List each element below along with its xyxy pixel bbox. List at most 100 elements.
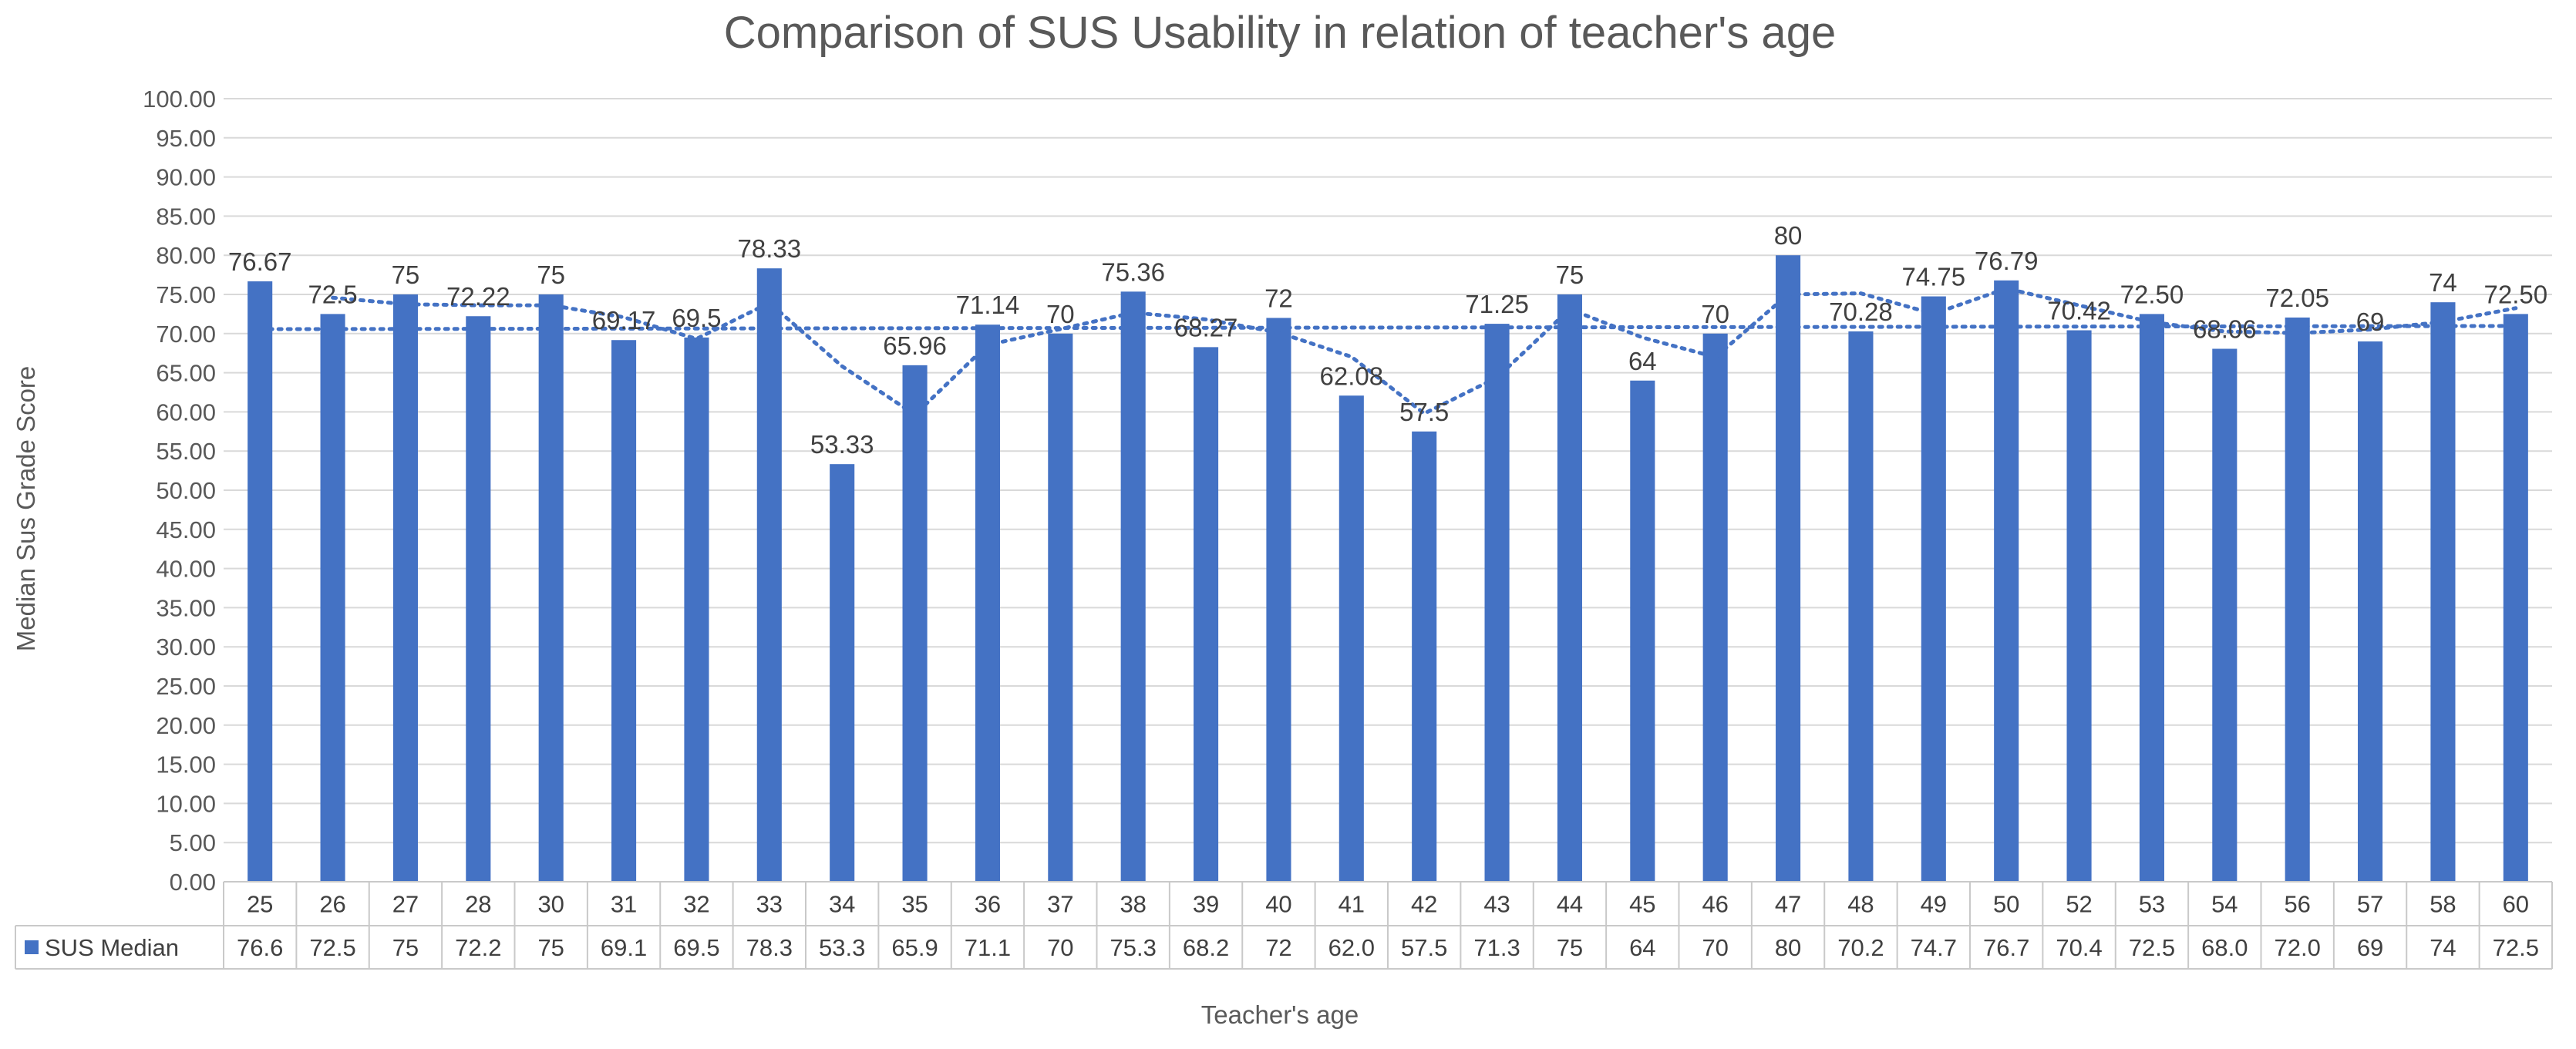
- y-tick-label: 65.00: [156, 360, 216, 387]
- x-tick-label: 32: [683, 891, 709, 918]
- x-tick-label: 47: [1775, 891, 1801, 918]
- bar-41: [1339, 395, 1364, 882]
- data-label-41: 62.08: [1320, 361, 1384, 390]
- table-value-26: 72.5: [309, 934, 355, 961]
- y-tick-label: 20.00: [156, 712, 216, 739]
- x-tick-label: 39: [1193, 891, 1219, 918]
- bar-47: [1776, 255, 1801, 882]
- data-label-33: 78.33: [738, 234, 802, 263]
- data-label-40: 72: [1264, 284, 1293, 312]
- y-tick-label: 85.00: [156, 203, 216, 230]
- x-tick-label: 45: [1629, 891, 1655, 918]
- y-tick-label: 15.00: [156, 751, 216, 778]
- table-value-56: 72.0: [2275, 934, 2321, 961]
- bar-34: [830, 464, 855, 882]
- table-value-48: 70.2: [1837, 934, 1884, 961]
- y-tick-label: 10.00: [156, 790, 216, 817]
- x-tick-label: 35: [901, 891, 928, 918]
- y-axis-title: Median Sus Grade Score: [12, 366, 40, 652]
- table-value-45: 64: [1629, 934, 1655, 961]
- x-tick-label: 56: [2284, 891, 2310, 918]
- x-tick-label: 42: [1411, 891, 1437, 918]
- bars: [247, 255, 2528, 883]
- data-label-49: 74.75: [1902, 263, 1966, 291]
- y-tick-label: 5.00: [170, 829, 216, 856]
- legend-label: SUS Median: [45, 934, 179, 961]
- table-value-50: 76.7: [1983, 934, 2029, 961]
- data-label-26: 72.5: [308, 280, 357, 308]
- y-tick-label: 0.00: [170, 869, 216, 896]
- table-value-49: 74.7: [1911, 934, 1957, 961]
- table-value-57: 69: [2357, 934, 2383, 961]
- data-label-42: 57.5: [1399, 398, 1449, 426]
- table-value-33: 78.3: [746, 934, 793, 961]
- bar-38: [1120, 291, 1146, 882]
- y-tick-label: 95.00: [156, 125, 216, 152]
- bar-58: [2430, 302, 2456, 882]
- data-label-25: 76.67: [228, 247, 292, 276]
- table-value-25: 76.6: [237, 934, 283, 961]
- data-label-27: 75: [392, 261, 420, 289]
- data-label-30: 75: [537, 261, 565, 289]
- x-tick-label: 30: [537, 891, 564, 918]
- moving-average-trendline: [331, 286, 2518, 418]
- bar-37: [1048, 333, 1073, 882]
- y-tick-label: 80.00: [156, 242, 216, 269]
- data-table: 25 76.6 26 72.5 27 75 28 72.2 30 75 31 69.1 32 69.5 33…: [15, 881, 2553, 970]
- x-tick-label: 49: [1921, 891, 1947, 918]
- bar-54: [2212, 348, 2238, 883]
- y-tick-label: 90.00: [156, 164, 216, 191]
- data-label-46: 70: [1701, 300, 1729, 328]
- data-label-43: 71.25: [1465, 290, 1529, 318]
- bar-53: [2139, 314, 2164, 882]
- y-tick-label: 100.00: [143, 86, 216, 113]
- table-value-44: 75: [1557, 934, 1583, 961]
- legend-swatch: [25, 940, 39, 954]
- x-tick-label: 25: [247, 891, 273, 918]
- table-value-58: 74: [2430, 934, 2456, 961]
- bar-42: [1412, 431, 1437, 882]
- table-value-40: 72: [1265, 934, 1291, 961]
- data-label-57: 69: [2356, 308, 2385, 336]
- bar-28: [466, 316, 491, 882]
- x-tick-label: 40: [1265, 891, 1291, 918]
- data-label-47: 80: [1774, 221, 1803, 250]
- table-value-39: 68.2: [1183, 934, 1229, 961]
- bar-60: [2503, 314, 2528, 882]
- bar-30: [538, 294, 564, 882]
- trendlines: [258, 286, 2518, 418]
- x-tick-label: 28: [465, 891, 491, 918]
- table-value-28: 72.2: [455, 934, 501, 961]
- table-value-54: 68.0: [2201, 934, 2248, 961]
- bar-45: [1630, 380, 1655, 882]
- table-value-30: 75: [537, 934, 564, 961]
- x-tick-label: 54: [2211, 891, 2238, 918]
- table-value-31: 69.1: [601, 934, 647, 961]
- x-tick-label: 43: [1483, 891, 1510, 918]
- bar-44: [1557, 294, 1582, 882]
- bar-56: [2285, 317, 2310, 882]
- y-tick-label: 60.00: [156, 398, 216, 425]
- bar-33: [756, 268, 782, 882]
- bar-48: [1848, 331, 1874, 882]
- table-value-37: 70: [1047, 934, 1073, 961]
- x-tick-label: 46: [1702, 891, 1728, 918]
- x-tick-label: 58: [2430, 891, 2456, 918]
- y-tick-label: 70.00: [156, 321, 216, 348]
- x-tick-label: 38: [1120, 891, 1146, 918]
- data-label-53: 72.50: [2120, 280, 2184, 308]
- x-tick-label: 48: [1847, 891, 1874, 918]
- bar-43: [1484, 324, 1510, 883]
- data-label-35: 65.96: [883, 331, 947, 360]
- x-tick-label: 60: [2503, 891, 2529, 918]
- table-value-47: 80: [1775, 934, 1801, 961]
- y-tick-label: 45.00: [156, 516, 216, 543]
- table-value-60: 72.5: [2493, 934, 2539, 961]
- x-tick-label: 27: [392, 891, 419, 918]
- bar-46: [1702, 333, 1728, 882]
- x-tick-label: 37: [1047, 891, 1073, 918]
- x-axis-title: Teacher's age: [1201, 1000, 1359, 1029]
- y-tick-label: 55.00: [156, 438, 216, 465]
- x-tick-label: 36: [975, 891, 1001, 918]
